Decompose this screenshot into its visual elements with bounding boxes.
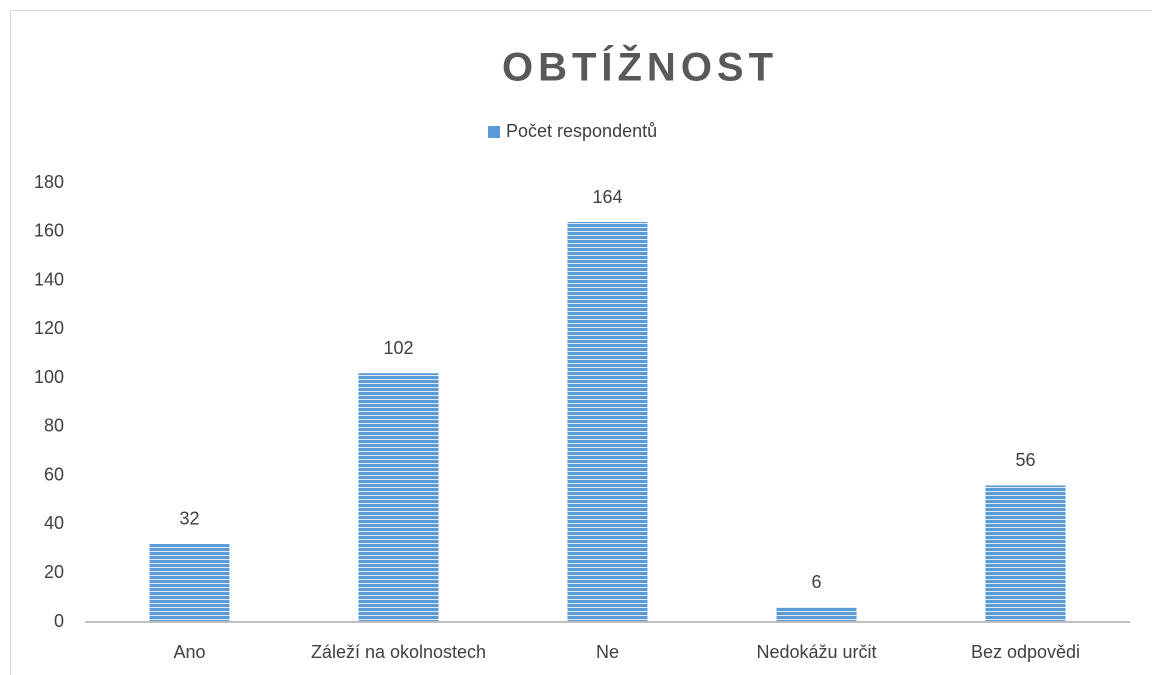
data-label: 56 xyxy=(1015,450,1035,470)
y-tick-label: 120 xyxy=(34,318,64,338)
data-label: 6 xyxy=(811,572,821,592)
y-tick-label: 100 xyxy=(34,367,64,387)
y-tick-label: 160 xyxy=(34,221,64,241)
data-label: 164 xyxy=(592,187,622,207)
y-tick-label: 140 xyxy=(34,269,64,289)
chart-border xyxy=(10,10,1152,675)
bar xyxy=(776,607,857,622)
y-tick-label: 80 xyxy=(44,416,64,436)
y-tick-label: 20 xyxy=(44,562,64,582)
bar xyxy=(149,543,230,622)
x-tick-label: Bez odpovědi xyxy=(971,642,1080,662)
x-tick-label: Záleží na okolnostech xyxy=(311,642,486,662)
x-tick-label: Ne xyxy=(596,642,619,662)
chart-title: OBTÍŽNOST xyxy=(502,44,778,90)
bar xyxy=(567,222,648,622)
y-tick-label: 60 xyxy=(44,464,64,484)
y-tick-label: 40 xyxy=(44,513,64,533)
legend-swatch xyxy=(488,126,500,138)
x-tick-label: Ano xyxy=(173,642,205,662)
x-tick-label: Nedokážu určit xyxy=(756,642,876,662)
y-tick-label: 180 xyxy=(34,172,64,192)
legend-label: Počet respondentů xyxy=(506,121,657,141)
data-label: 32 xyxy=(179,509,199,529)
legend: Počet respondentů xyxy=(488,121,657,141)
y-tick-label: 0 xyxy=(54,611,64,631)
data-label: 102 xyxy=(383,338,413,358)
bar xyxy=(985,485,1066,622)
bar xyxy=(358,373,439,622)
